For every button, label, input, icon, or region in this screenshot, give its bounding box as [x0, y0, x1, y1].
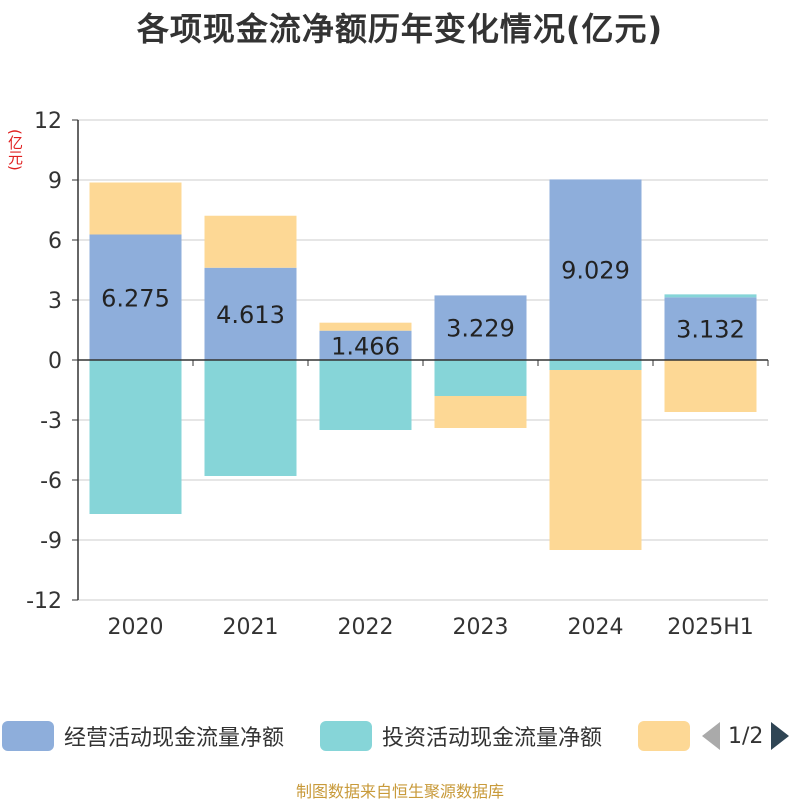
x-tick-label-2022: 2022 [338, 615, 394, 640]
legend-swatch-operating [2, 721, 54, 751]
bar-series1-2020 [89, 234, 182, 360]
data-label-2020: 6.275 [101, 284, 170, 312]
legend-label-operating: 经营活动现金流量净额 [64, 726, 285, 751]
legend-item-operating[interactable]: 经营活动现金流量净额 [2, 716, 284, 756]
x-tick-label-2025H1: 2025H1 [667, 615, 754, 640]
data-label-2024: 9.029 [561, 257, 630, 285]
y-tick-label: -3 [40, 409, 62, 434]
bar-series3-2025H1 [664, 360, 757, 412]
data-label-2023: 3.229 [446, 315, 515, 343]
y-tick-label: 6 [48, 229, 62, 254]
legend-pager: 1/2 [702, 716, 790, 756]
bar-series3-2022 [319, 322, 412, 331]
bar-series2-2022 [319, 360, 412, 430]
legend-label-investing: 投资活动现金流量净额 [382, 726, 603, 751]
legend: 经营活动现金流量净额 投资活动现金流量净额 1/2 [0, 716, 800, 756]
bar-series2-2025H1 [664, 294, 757, 298]
bar-series2-2021 [204, 360, 297, 476]
y-tick-label: -9 [40, 529, 62, 554]
y-tick-label: -6 [40, 469, 62, 494]
legend-item-investing[interactable]: 投资活动现金流量净额 [320, 716, 602, 756]
bar-series2-2023 [434, 360, 527, 396]
bar-series1-2024 [549, 179, 642, 360]
bar-series3-2023 [434, 396, 527, 428]
bar-series1-2022 [319, 330, 412, 360]
x-tick-label-2024: 2024 [568, 615, 624, 640]
chart-title: 各项现金流净额历年变化情况(亿元) [136, 10, 664, 48]
y-axis-unit: (亿元) [6, 129, 24, 171]
data-label-2021: 4.613 [216, 301, 285, 329]
x-tick-label-2021: 2021 [223, 615, 279, 640]
y-tick-label: -12 [26, 589, 62, 614]
data-label-2022: 1.466 [331, 332, 400, 360]
y-tick-label: 0 [48, 349, 62, 374]
bar-series1-2021 [204, 267, 297, 360]
bar-series2-2024 [549, 360, 642, 370]
legend-next-icon[interactable] [771, 722, 790, 750]
legend-item-third[interactable] [638, 716, 690, 756]
legend-page-indicator: 1/2 [728, 723, 764, 749]
y-tick-label: 3 [48, 289, 62, 314]
bar-series3-2020 [89, 182, 182, 235]
bar-series2-2020 [89, 360, 182, 514]
bar-series1-2025H1 [664, 297, 757, 360]
legend-swatch-investing [320, 721, 372, 751]
bar-series1-2023 [434, 295, 527, 360]
data-label-2025H1: 3.132 [676, 316, 745, 344]
bar-chart: 12 9 6 3 0 -3 -6 -9 -12 6.275 4.613 1.466 3.229 9.029… [26, 109, 769, 640]
bar-series3-2021 [204, 215, 297, 268]
x-tick-label-2020: 2020 [108, 615, 164, 640]
legend-prev-icon[interactable] [702, 722, 720, 750]
data-source-note: 制图数据来自恒生聚源数据库 [295, 782, 504, 801]
y-tick-label: 9 [48, 169, 62, 194]
x-tick-label-2023: 2023 [453, 615, 509, 640]
legend-swatch-third [638, 721, 690, 751]
bar-series3-2024 [549, 370, 642, 550]
y-tick-label: 12 [34, 109, 62, 134]
